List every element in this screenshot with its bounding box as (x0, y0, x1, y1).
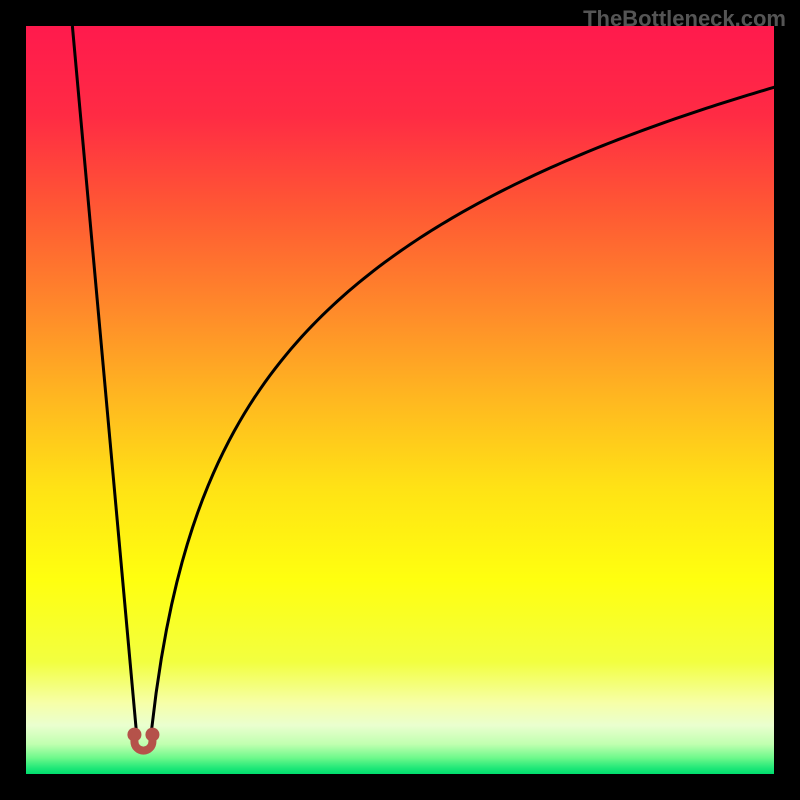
plot-svg (26, 26, 774, 774)
plot-area (26, 26, 774, 774)
gradient-background (26, 26, 774, 774)
